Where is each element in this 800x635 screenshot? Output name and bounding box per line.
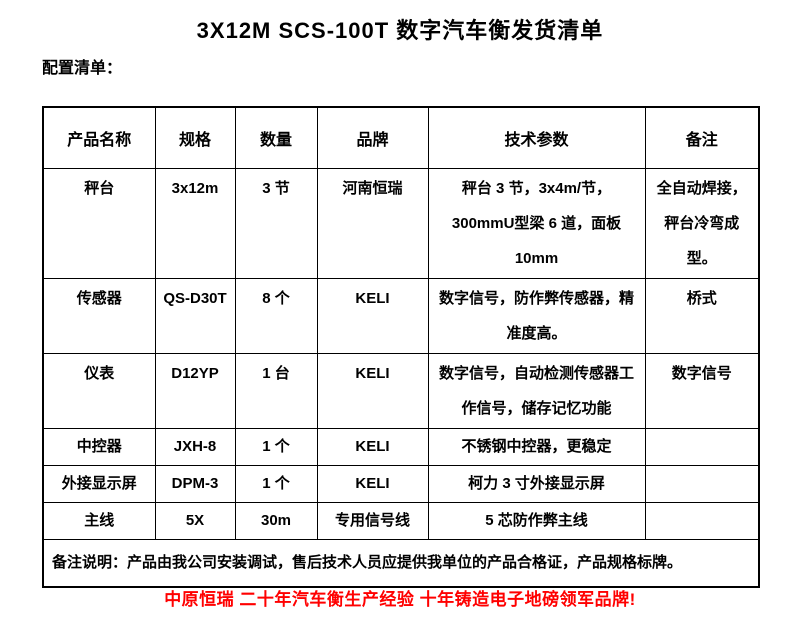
tech-params-cell: 秤台 3 节，3x4m/节，300mmU型梁 6 道，面板 10mm — [427, 168, 646, 279]
tech-params-cell: 数字信号，自动检测传感器工作信号，储存记忆功能 — [427, 353, 646, 429]
brand-cell: 河南恒瑞 — [316, 168, 429, 279]
quantity-cell: 1 个 — [234, 428, 318, 466]
tech-params-cell: 不锈钢中控器，更稳定 — [427, 428, 646, 466]
header-tech-params: 技术参数 — [427, 106, 646, 169]
table-footer-row: 备注说明：产品由我公司安装调试，售后技术人员应提供我单位的产品合格证，产品规格标… — [42, 539, 760, 588]
remarks-cell — [644, 465, 760, 503]
brand-cell: KELI — [316, 465, 429, 503]
shipping-list-table: 产品名称 规格 数量 品牌 技术参数 备注 秤台 3x12m 3 节 河南恒瑞 … — [42, 106, 760, 588]
remarks-cell: 桥式 — [644, 278, 760, 354]
footer-note-cell: 备注说明：产品由我公司安装调试，售后技术人员应提供我单位的产品合格证，产品规格标… — [42, 539, 760, 588]
table-header-row: 产品名称 规格 数量 品牌 技术参数 备注 — [42, 106, 760, 169]
product-name-cell: 仪表 — [42, 353, 156, 429]
tech-params-cell: 5 芯防作弊主线 — [427, 502, 646, 540]
product-name-cell: 秤台 — [42, 168, 156, 279]
remarks-cell — [644, 428, 760, 466]
quantity-cell: 3 节 — [234, 168, 318, 279]
table-row-mainline: 主线 5X 30m 专用信号线 5 芯防作弊主线 — [42, 502, 760, 540]
quantity-cell: 1 个 — [234, 465, 318, 503]
spec-cell: 3x12m — [154, 168, 236, 279]
tech-params-cell: 数字信号，防作弊传感器，精准度高。 — [427, 278, 646, 354]
product-name-cell: 外接显示屏 — [42, 465, 156, 503]
header-product-name: 产品名称 — [42, 106, 156, 169]
header-remarks: 备注 — [644, 106, 760, 169]
header-spec: 规格 — [154, 106, 236, 169]
remarks-cell — [644, 502, 760, 540]
table-row-sensor: 传感器 QS-D30T 8 个 KELI 数字信号，防作弊传感器，精准度高。 桥… — [42, 278, 760, 354]
spec-cell: DPM-3 — [154, 465, 236, 503]
remarks-cell: 全自动焊接，秤台冷弯成型。 — [644, 168, 760, 279]
table-row-indicator: 仪表 D12YP 1 台 KELI 数字信号，自动检测传感器工作信号，储存记忆功… — [42, 353, 760, 429]
spec-cell: D12YP — [154, 353, 236, 429]
table-row-controller: 中控器 JXH-8 1 个 KELI 不锈钢中控器，更稳定 — [42, 428, 760, 466]
table-row-platform: 秤台 3x12m 3 节 河南恒瑞 秤台 3 节，3x4m/节，300mmU型梁… — [42, 168, 760, 279]
brand-cell: KELI — [316, 353, 429, 429]
product-name-cell: 传感器 — [42, 278, 156, 354]
spec-cell: JXH-8 — [154, 428, 236, 466]
quantity-cell: 8 个 — [234, 278, 318, 354]
brand-cell: KELI — [316, 278, 429, 354]
spec-cell: QS-D30T — [154, 278, 236, 354]
tech-params-cell: 柯力 3 寸外接显示屏 — [427, 465, 646, 503]
brand-cell: KELI — [316, 428, 429, 466]
brand-cell: 专用信号线 — [316, 502, 429, 540]
remarks-cell: 数字信号 — [644, 353, 760, 429]
product-name-cell: 中控器 — [42, 428, 156, 466]
section-label: 配置清单： — [42, 60, 123, 77]
header-brand: 品牌 — [316, 106, 429, 169]
header-quantity: 数量 — [234, 106, 318, 169]
product-name-cell: 主线 — [42, 502, 156, 540]
slogan-text: 中原恒瑞 二十年汽车衡生产经验 十年铸造电子地磅领军品牌! — [164, 590, 636, 609]
page-title: 3X12M SCS-100T 数字汽车衡发货清单 — [196, 18, 604, 43]
quantity-cell: 1 台 — [234, 353, 318, 429]
quantity-cell: 30m — [234, 502, 318, 540]
table-row-display: 外接显示屏 DPM-3 1 个 KELI 柯力 3 寸外接显示屏 — [42, 465, 760, 503]
spec-cell: 5X — [154, 502, 236, 540]
